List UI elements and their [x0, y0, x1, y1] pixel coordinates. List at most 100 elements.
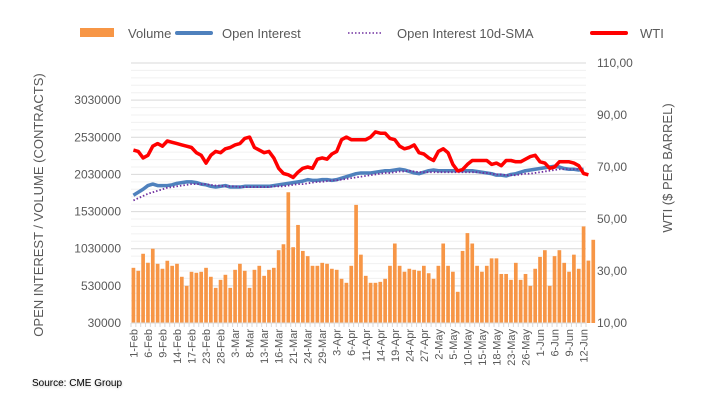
- volume-bar: [504, 273, 508, 323]
- volume-bar: [422, 265, 426, 323]
- wti-line: [132, 130, 589, 180]
- volume-bar: [572, 254, 576, 323]
- y-tick-label: 3030000: [74, 93, 121, 107]
- volume-bar: [441, 243, 446, 323]
- volume-bar: [465, 233, 470, 323]
- x-tick-label: 12-Jun: [579, 329, 591, 363]
- volume-bar: [150, 248, 155, 323]
- volume-bar: [310, 265, 315, 323]
- x-tick-label: 17-Feb: [187, 329, 199, 364]
- y-axis-right: 10,00 30,00 50,00 70,00 90,00 110,00: [597, 56, 633, 330]
- legend-label-sma: Open Interest 10d-SMA: [397, 26, 534, 41]
- source-note: Source: CME Group: [32, 378, 123, 389]
- volume-bar: [484, 265, 489, 323]
- volume-bar: [247, 287, 252, 323]
- x-tick-label: 26-May: [520, 329, 532, 366]
- x-tick-label: 29-Mar: [317, 329, 329, 364]
- x-tick-label: 1-Jun: [535, 329, 547, 357]
- volume-bar: [160, 268, 165, 323]
- x-tick-label: 10-May: [462, 329, 474, 366]
- volume-bar: [383, 278, 387, 323]
- volume-bar: [475, 265, 479, 323]
- y2-tick-label: 30,00: [597, 264, 627, 278]
- y-tick-label: 30000: [88, 316, 122, 330]
- volume-bar: [146, 262, 150, 323]
- volume-bar: [189, 271, 194, 323]
- legend-label-open-interest: Open Interest: [222, 26, 301, 41]
- open-interest-sma-line: [133, 168, 584, 202]
- x-tick-label: 3-Apr: [332, 329, 344, 356]
- x-tick-label: 5-May: [448, 329, 460, 360]
- volume-bar: [305, 256, 310, 323]
- volume-bar: [262, 275, 266, 323]
- y-tick-label: 1030000: [74, 242, 121, 256]
- volume-bar: [417, 270, 421, 323]
- volume-bar: [276, 250, 281, 323]
- y-tick-label: 530000: [81, 279, 121, 293]
- volume-bar: [238, 263, 242, 323]
- x-tick-label: 9-Jun: [564, 329, 576, 357]
- volume-bar: [431, 278, 436, 323]
- y-axis-title-right: WTI ($ PER BARREL): [660, 103, 675, 232]
- open-interest-line: [132, 164, 584, 197]
- volume-bar: [480, 271, 484, 323]
- volume-bar: [242, 270, 247, 323]
- volume-bar: [257, 265, 262, 323]
- volume-bar: [388, 265, 392, 323]
- volume-bar: [344, 282, 349, 323]
- x-tick-label: 23-May: [506, 329, 518, 366]
- volume-bar: [586, 260, 591, 323]
- volume-bar: [591, 239, 596, 323]
- volume-bar: [296, 224, 300, 323]
- y2-tick-label: 70,00: [597, 160, 627, 174]
- volume-bar: [494, 258, 499, 323]
- volume-bar: [349, 265, 354, 323]
- volume-bar: [175, 263, 179, 323]
- x-tick-label: 2-May: [433, 329, 445, 360]
- volume-bar: [165, 260, 170, 323]
- volume-bar: [552, 256, 557, 323]
- legend-label-wti: WTI: [640, 26, 664, 41]
- x-tick-label: 3-Mar: [230, 329, 242, 358]
- volume-bar: [354, 204, 358, 323]
- volume-bar: [513, 262, 518, 323]
- volume-bar: [204, 267, 208, 323]
- volume-bar: [392, 243, 397, 323]
- gridlines: [131, 62, 586, 324]
- volume-bar: [397, 265, 402, 323]
- volume-bar: [363, 275, 368, 323]
- x-tick-label: 1-Feb: [128, 329, 140, 358]
- volume-bar: [489, 258, 494, 323]
- volume-bar: [233, 269, 237, 323]
- volume-bar: [533, 268, 538, 323]
- volume-bar: [271, 267, 276, 323]
- volume-bar: [412, 269, 417, 323]
- volume-bar: [291, 247, 295, 323]
- volume-bar: [252, 269, 257, 323]
- volume-bar: [131, 267, 136, 323]
- y-tick-label: 2530000: [74, 130, 121, 144]
- volume-bars: [131, 192, 596, 323]
- volume-bar: [538, 256, 542, 323]
- volume-bar: [199, 271, 204, 323]
- x-tick-label: 16-Mar: [274, 329, 286, 364]
- volume-bar: [213, 287, 218, 323]
- x-tick-label: 21-Mar: [288, 329, 300, 364]
- y-axis-left: 30000 530000 1030000 1530000 2030000 2530000 3…: [74, 93, 121, 330]
- x-tick-label: 6-Feb: [143, 329, 155, 358]
- x-tick-label: 6-Apr: [346, 329, 358, 356]
- volume-bar: [141, 253, 145, 323]
- volume-bar: [451, 271, 455, 323]
- volume-bar: [179, 276, 184, 323]
- x-tick-label: 14-Feb: [172, 329, 184, 364]
- volume-bar: [509, 279, 513, 323]
- volume-bar: [184, 285, 189, 323]
- volume-bar: [446, 265, 450, 323]
- x-tick-label: 24-Apr: [404, 329, 416, 362]
- x-tick-label: 23-Feb: [201, 329, 213, 364]
- y2-tick-label: 90,00: [597, 108, 627, 122]
- legend-swatch-volume: [80, 28, 114, 37]
- x-tick-label: 13-Mar: [259, 329, 271, 364]
- volume-bar: [368, 282, 373, 323]
